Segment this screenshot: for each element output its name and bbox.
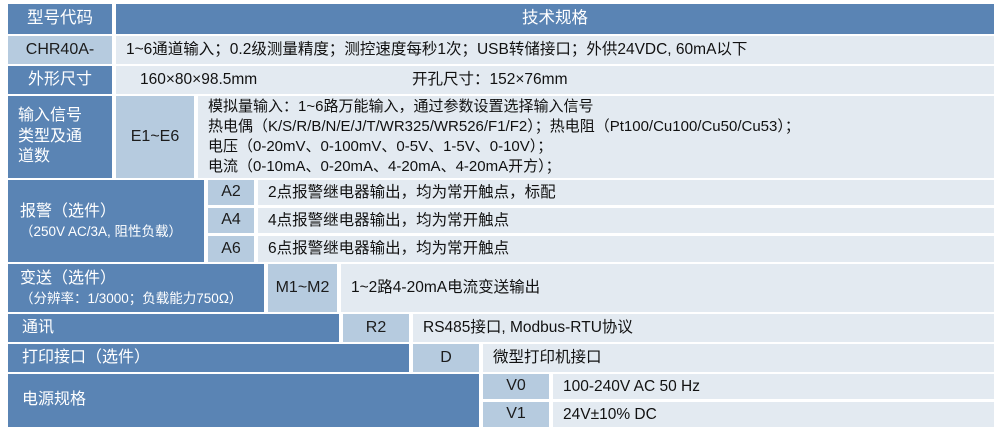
row-transmit-desc: 1~2路4-20mA电流变送输出 bbox=[341, 264, 994, 312]
row-print-code: D bbox=[413, 344, 479, 372]
row-dimension-label: 外形尺寸 bbox=[8, 66, 112, 94]
transmit-label-main: 变送（选件） bbox=[20, 270, 117, 288]
alarm-option-desc-a6: 6点报警继电器输出，均为常开触点 bbox=[258, 236, 994, 262]
row-print-label: 打印接口（选件） bbox=[8, 344, 409, 372]
transmit-label-sub: （分辨率：1/3000；负载能力750Ω） bbox=[20, 290, 243, 306]
input-signal-line-3: 电压（0-20mV、0-100mV、0-5V、1-5V、0-10V）； bbox=[208, 138, 553, 155]
row-print-desc: 微型打印机接口 bbox=[483, 344, 994, 372]
power-option-code-v1: V1 bbox=[483, 402, 549, 427]
input-signal-line-2: 热电偶（K/S/R/B/N/E/J/T/WR325/WR526/F1/F2）；热… bbox=[208, 118, 800, 136]
row-dimension-values: 160×80×98.5mm 开孔尺寸：152×76mm bbox=[116, 66, 994, 94]
input-signal-line-1: 模拟量输入：1~6路万能输入，通过参数设置选择输入信号 bbox=[208, 98, 594, 116]
alarm-option-desc-a4: 4点报警继电器输出，均为常开触点 bbox=[258, 208, 994, 233]
row-comm-code: R2 bbox=[343, 314, 409, 342]
alarm-option-code-a2: A2 bbox=[208, 180, 254, 205]
alarm-option-desc-a2: 2点报警继电器输出，均为常开触点，标配 bbox=[258, 180, 994, 205]
row-power-label: 电源规格 bbox=[8, 374, 479, 427]
row-model-label: CHR40A- bbox=[8, 36, 112, 64]
power-option-desc-v1: 24V±10% DC bbox=[553, 402, 994, 427]
row-comm-desc: RS485接口, Modbus-RTU协议 bbox=[413, 314, 994, 342]
power-option-code-v0: V0 bbox=[483, 374, 549, 399]
header-model-code: 型号代码 bbox=[8, 4, 112, 34]
input-signal-line-4: 电流（0-10mA、0-20mA、4-20mA、4-20mA开方）； bbox=[208, 157, 561, 175]
dimension-cutout-size: 开孔尺寸：152×76mm bbox=[412, 71, 568, 89]
row-model-spec: 1~6通道输入；0.2级测量精度；测控速度每秒1次；USB转储接口；外供24VD… bbox=[116, 36, 994, 64]
alarm-label-main: 报警（选件） bbox=[20, 203, 117, 221]
dimension-outer-size: 160×80×98.5mm bbox=[140, 71, 258, 89]
row-comm-label: 通讯 bbox=[8, 314, 339, 342]
alarm-option-code-a6: A6 bbox=[208, 236, 254, 262]
row-input-signal-desc: 模拟量输入：1~6路万能输入，通过参数设置选择输入信号 热电偶（K/S/R/B/… bbox=[198, 96, 994, 178]
row-input-signal-code: E1~E6 bbox=[116, 96, 194, 178]
alarm-label-sub: （250V AC/3A, 阻性负载） bbox=[20, 223, 183, 239]
header-technical-spec: 技术规格 bbox=[116, 4, 994, 34]
row-alarm-label: 报警（选件） （250V AC/3A, 阻性负载） bbox=[8, 180, 204, 262]
power-option-desc-v0: 100-240V AC 50 Hz bbox=[553, 374, 994, 399]
alarm-option-code-a4: A4 bbox=[208, 208, 254, 233]
row-transmit-code: M1~M2 bbox=[268, 264, 337, 312]
row-input-signal-label: 输入信号 类型及通 道数 bbox=[8, 96, 112, 178]
row-transmit-label: 变送（选件） （分辨率：1/3000；负载能力750Ω） bbox=[8, 264, 264, 312]
